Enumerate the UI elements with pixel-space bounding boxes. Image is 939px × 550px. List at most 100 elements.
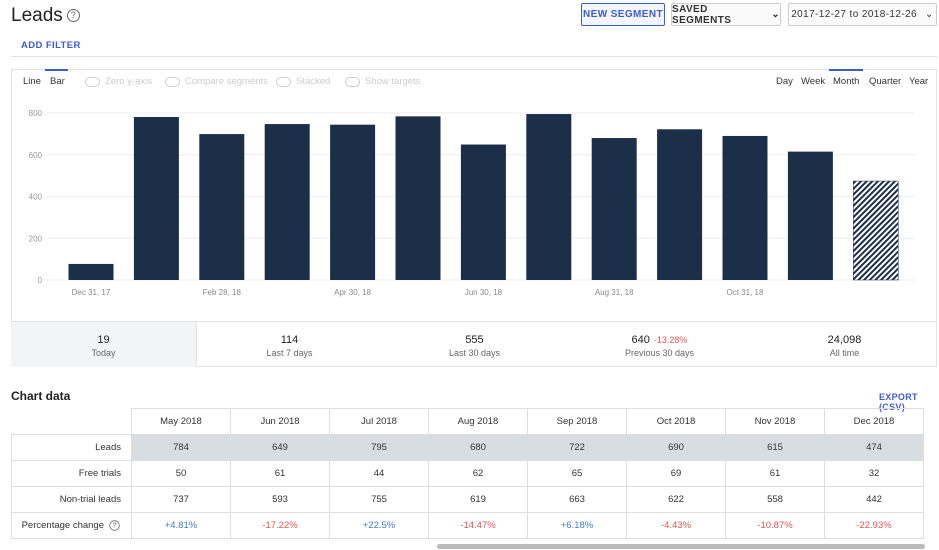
bar-chart: 0 200 400 600 800 Dec 31, 17 Feb 28, 18 Apr 30,… xyxy=(29,109,915,297)
table-cell: 62 xyxy=(428,460,528,487)
bar-jul-2018[interactable] xyxy=(526,114,572,280)
table-cell: 61 xyxy=(725,460,825,487)
table-cell: 615 xyxy=(725,434,825,461)
row-label: Non-trial leads xyxy=(11,486,132,513)
table-cell: 558 xyxy=(725,486,825,513)
stat-all-time[interactable]: 24,098 All time xyxy=(827,334,862,358)
toggle-stacked[interactable]: Stacked xyxy=(276,76,330,87)
date-range-picker[interactable]: 2017-12-27 to 2018-12-26 ⌄ xyxy=(788,3,937,26)
stat-last-7-days[interactable]: 114 Last 7 days xyxy=(266,334,313,358)
table-cell: 442 xyxy=(824,486,924,513)
y-tick-label: 0 xyxy=(38,276,43,285)
y-tick-label: 600 xyxy=(29,151,43,160)
table-cell: 795 xyxy=(329,434,429,461)
table-cell: +4.81% xyxy=(131,512,231,539)
column-header: May 2018 xyxy=(131,408,231,435)
chevron-down-icon: ⌄ xyxy=(925,9,934,20)
table-cell: +22.5% xyxy=(329,512,429,539)
stat-today[interactable]: 19 Today xyxy=(11,322,197,367)
period-quarter[interactable]: Quarter xyxy=(869,76,902,87)
chart-data-title: Chart data xyxy=(11,389,71,403)
help-icon[interactable]: ? xyxy=(109,520,120,531)
selected-indicator xyxy=(45,69,68,71)
stat-previous-30-days[interactable]: 640 -13.28% Previous 30 days xyxy=(624,334,695,358)
row-label: Leads xyxy=(11,434,132,461)
x-tick-label: Aug 31, 18 xyxy=(595,288,634,297)
column-header: Aug 2018 xyxy=(428,408,528,435)
page-title: Leads? xyxy=(11,5,80,27)
bar-may-2018[interactable] xyxy=(395,116,441,280)
table-cell: 593 xyxy=(230,486,330,513)
toggle-compare-segments[interactable]: Compare segments xyxy=(165,76,268,87)
table-cell: 784 xyxy=(131,434,231,461)
divider xyxy=(11,56,937,57)
column-header: Dec 2018 xyxy=(824,408,924,435)
help-icon[interactable]: ? xyxy=(66,9,80,23)
horizontal-scrollbar[interactable] xyxy=(437,544,925,549)
stat-last-30-days[interactable]: 555 Last 30 days xyxy=(448,334,501,358)
chart-type-line[interactable]: Line xyxy=(23,76,41,87)
x-tick-label: Feb 28, 18 xyxy=(203,288,242,297)
column-header: Nov 2018 xyxy=(725,408,825,435)
bar-apr-2018[interactable] xyxy=(330,124,376,280)
table-cell: 619 xyxy=(428,486,528,513)
bar-dec-2017[interactable] xyxy=(68,263,114,280)
row-label-text: Free trials xyxy=(78,468,121,479)
bar-jun-2018[interactable] xyxy=(460,144,506,280)
row-label-text: Leads xyxy=(95,442,121,453)
toggle-show-targets[interactable]: Show targets xyxy=(345,76,420,87)
table-cell: 50 xyxy=(131,460,231,487)
y-tick-label: 200 xyxy=(29,234,43,243)
bar-aug-2018[interactable] xyxy=(591,138,637,280)
table-row: Free trials 50 61 44 62 65 69 61 32 xyxy=(11,460,924,487)
chart-type-bar[interactable]: Bar xyxy=(50,76,65,87)
x-tick-label: Jun 30, 18 xyxy=(465,288,503,297)
column-header: Jun 2018 xyxy=(230,408,330,435)
toggle-zero-y-axis[interactable]: Zero y-axis xyxy=(85,76,152,87)
table-cell: 44 xyxy=(329,460,429,487)
bar-mar-2018[interactable] xyxy=(264,124,310,280)
toggle-icon xyxy=(165,76,180,87)
period-week[interactable]: Week xyxy=(801,76,826,87)
toggle-icon xyxy=(345,76,360,87)
table-cell: +6.18% xyxy=(527,512,627,539)
bar-oct-2018[interactable] xyxy=(722,135,768,280)
column-header: Sep 2018 xyxy=(527,408,627,435)
table-cell: -17.22% xyxy=(230,512,330,539)
bar-feb-2018[interactable] xyxy=(199,134,245,280)
table-row: Percentage change? +4.81% -17.22% +22.5% -14… xyxy=(11,512,924,539)
bar-nov-2018[interactable] xyxy=(787,151,833,280)
column-header: Oct 2018 xyxy=(626,408,726,435)
period-day[interactable]: Day xyxy=(776,76,793,87)
table-cell: 690 xyxy=(626,434,726,461)
bar-dec-2018[interactable] xyxy=(853,180,899,281)
toggle-icon xyxy=(85,76,100,87)
saved-segments-dropdown[interactable]: SAVED SEGMENTS ⌄ xyxy=(671,3,781,26)
table-cell: -22.93% xyxy=(824,512,924,539)
table-cell: 32 xyxy=(824,460,924,487)
table-cell: 65 xyxy=(527,460,627,487)
x-tick-label: Apr 30, 18 xyxy=(334,288,371,297)
table-cell: 680 xyxy=(428,434,528,461)
table-cell: 755 xyxy=(329,486,429,513)
new-segment-button[interactable]: NEW SEGMENT xyxy=(581,3,665,26)
table-cell: 722 xyxy=(527,434,627,461)
table-cell: -4.43% xyxy=(626,512,726,539)
stats-bar: 19 Today 114 Last 7 days 555 Last 30 days 6… xyxy=(11,321,937,367)
table-cell: 61 xyxy=(230,460,330,487)
row-label: Free trials xyxy=(11,460,132,487)
row-label: Percentage change? xyxy=(11,512,132,539)
period-month[interactable]: Month xyxy=(833,76,860,87)
bar-sep-2018[interactable] xyxy=(657,129,703,280)
period-year[interactable]: Year xyxy=(909,76,929,87)
bar-jan-2018[interactable] xyxy=(133,116,179,280)
table-cell: 69 xyxy=(626,460,726,487)
table-cell: -10.87% xyxy=(725,512,825,539)
export-csv-link[interactable]: EXPORT (CSV) xyxy=(879,392,918,412)
toggle-icon xyxy=(276,76,291,87)
change-badge: -13.28% xyxy=(653,335,688,345)
x-tick-label: Oct 31, 18 xyxy=(727,288,764,297)
corner-cell xyxy=(11,408,132,435)
table-cell: 663 xyxy=(527,486,627,513)
add-filter-link[interactable]: ADD FILTER xyxy=(21,40,81,51)
